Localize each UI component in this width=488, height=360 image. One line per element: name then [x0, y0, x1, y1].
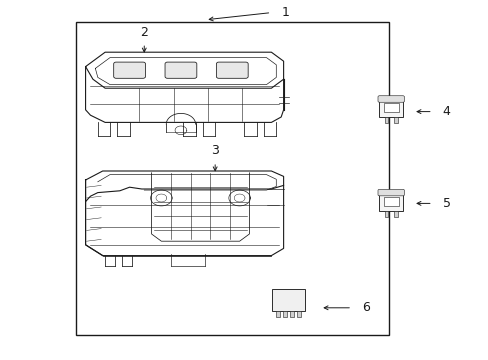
Bar	[383, 197, 398, 206]
FancyBboxPatch shape	[113, 62, 145, 78]
Bar	[379, 96, 402, 117]
FancyBboxPatch shape	[377, 96, 404, 102]
Bar	[384, 211, 387, 217]
Bar	[297, 311, 301, 317]
Text: 5: 5	[442, 197, 449, 210]
Bar	[379, 190, 402, 211]
Bar	[76, 22, 388, 335]
Bar	[383, 103, 398, 112]
Bar	[275, 311, 279, 317]
Text: 1: 1	[281, 6, 288, 19]
Bar	[271, 289, 305, 311]
Text: 3: 3	[211, 144, 219, 157]
Bar	[394, 211, 397, 217]
FancyBboxPatch shape	[216, 62, 247, 78]
Bar	[289, 311, 293, 317]
FancyBboxPatch shape	[377, 189, 404, 196]
Text: 6: 6	[361, 301, 369, 314]
Bar	[283, 311, 286, 317]
FancyBboxPatch shape	[164, 62, 196, 78]
Bar	[394, 117, 397, 123]
Text: 4: 4	[442, 105, 449, 118]
Text: 2: 2	[140, 26, 148, 39]
Bar	[384, 117, 387, 123]
